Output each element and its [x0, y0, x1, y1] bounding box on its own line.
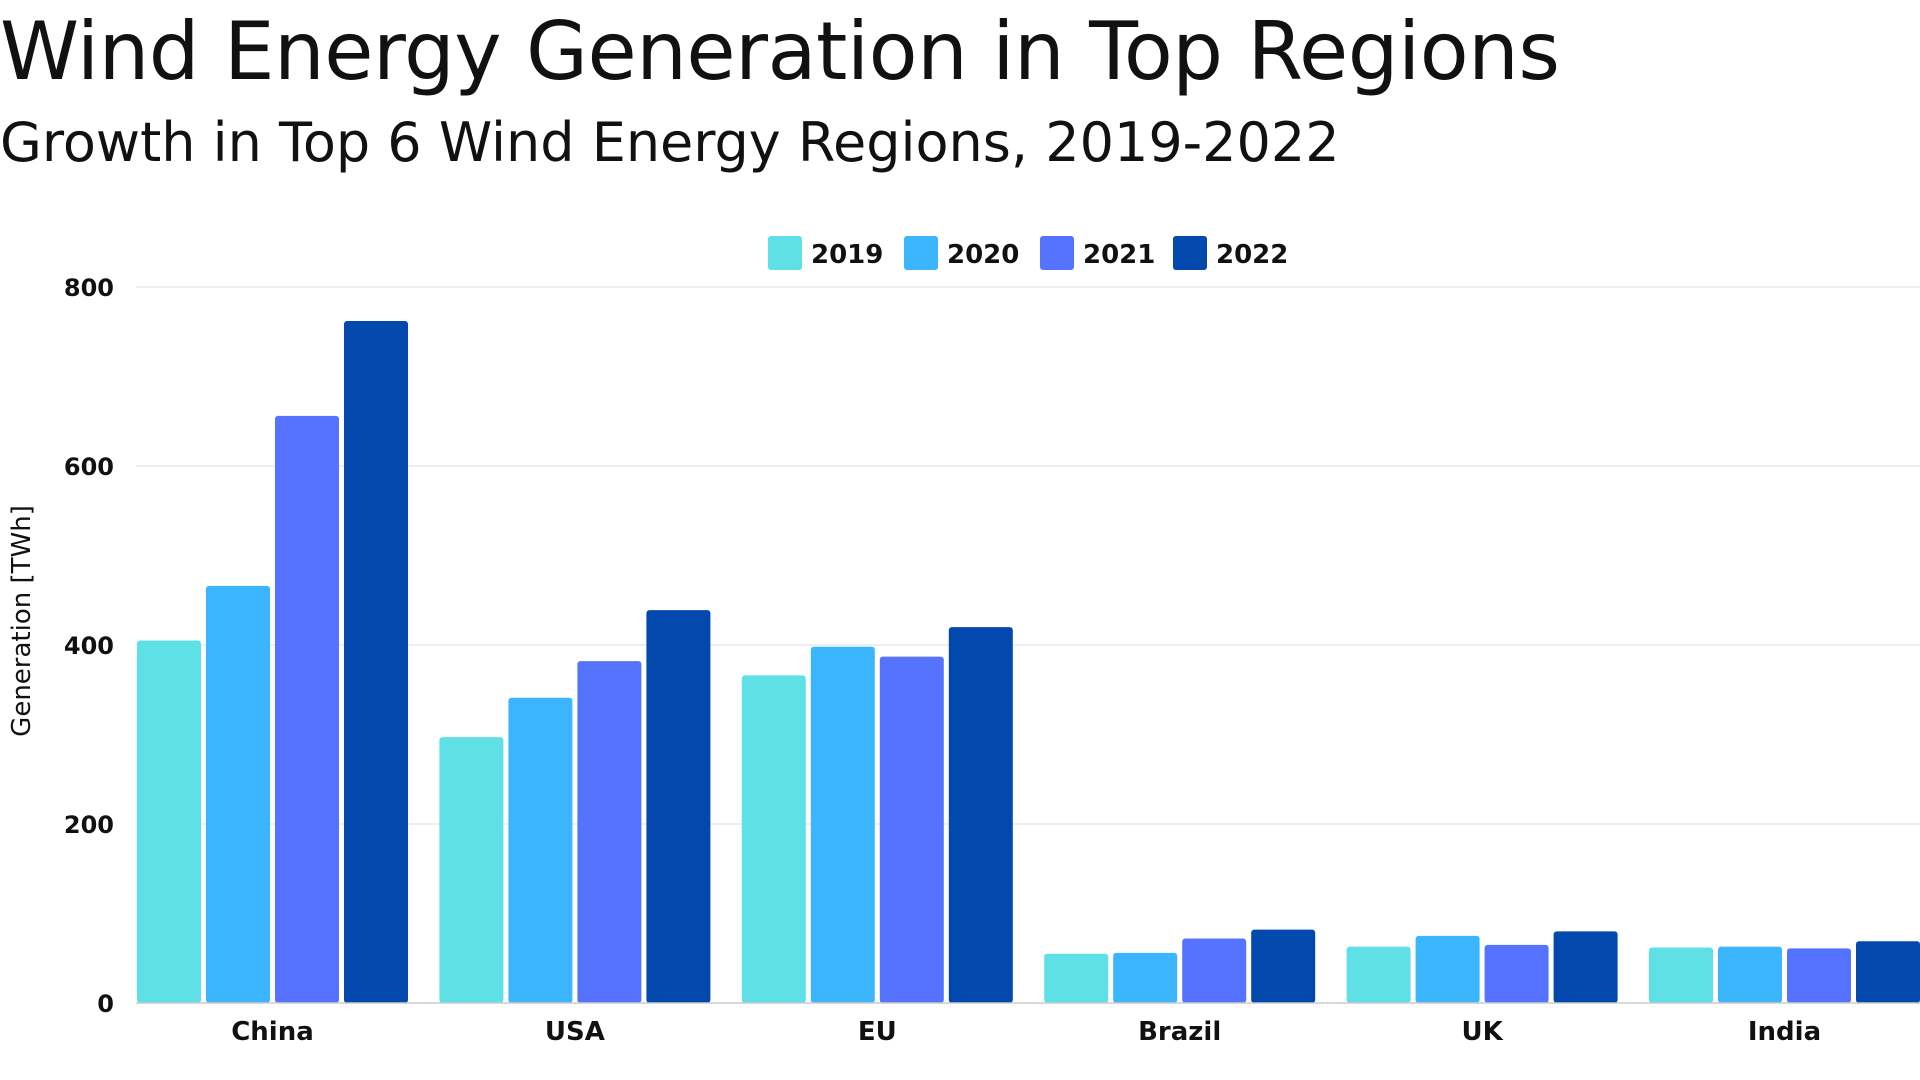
bar-uk-2019	[1346, 946, 1411, 1003]
axes: 0 200 400 600 800 China USA EU Brazil UK India Gene…	[7, 274, 1920, 1047]
y-axis-title: Generation [TWh]	[7, 505, 37, 737]
legend-swatch-2021	[1040, 236, 1074, 270]
x-tick-label-brazil: Brazil	[1138, 1017, 1221, 1047]
bar-usa-2020	[508, 697, 573, 1003]
bar-india-2021	[1787, 948, 1851, 1003]
y-tick-label-400: 400	[64, 632, 114, 660]
legend-label-2020: 2020	[947, 240, 1019, 270]
bar-brazil-2020	[1113, 952, 1178, 1003]
bar-usa-2021	[577, 661, 642, 1003]
bar-uk-2020	[1415, 935, 1480, 1003]
x-tick-label-india: India	[1748, 1017, 1821, 1047]
x-tick-label-uk: UK	[1461, 1017, 1503, 1047]
chart-subtitle: Growth in Top 6 Wind Energy Regions, 201…	[0, 111, 1340, 174]
bars	[137, 321, 1920, 1003]
bar-uk-2022	[1553, 931, 1618, 1003]
bar-eu-2022	[948, 627, 1013, 1003]
legend-swatch-2022	[1173, 236, 1207, 270]
legend-label-2022: 2022	[1216, 240, 1288, 270]
bar-china-2022	[344, 321, 408, 1003]
bar-brazil-2019	[1044, 953, 1109, 1003]
bar-india-2022	[1856, 941, 1920, 1003]
bar-usa-2019	[439, 737, 504, 1003]
bar-china-2021	[275, 415, 339, 1003]
bar-india-2019	[1649, 947, 1713, 1003]
legend-swatch-2019	[768, 236, 802, 270]
y-tick-label-800: 800	[64, 274, 114, 302]
bar-china-2020	[206, 585, 270, 1003]
x-tick-label-eu: EU	[858, 1017, 897, 1047]
y-tick-label-0: 0	[97, 990, 114, 1018]
legend: 2019 2020 2021 2022	[768, 236, 1288, 270]
legend-label-2021: 2021	[1083, 240, 1155, 270]
bar-uk-2021	[1484, 944, 1549, 1003]
y-tick-label-600: 600	[64, 453, 114, 481]
bar-china-2019	[137, 640, 201, 1003]
x-tick-label-usa: USA	[545, 1017, 605, 1047]
bar-eu-2021	[879, 656, 944, 1003]
bar-usa-2022	[646, 610, 711, 1003]
legend-swatch-2020	[904, 236, 938, 270]
bar-india-2020	[1718, 946, 1782, 1003]
chart-title: Wind Energy Generation in Top Regions	[0, 5, 1560, 98]
y-tick-label-200: 200	[64, 811, 114, 839]
x-tick-label-china: China	[231, 1017, 314, 1047]
bar-brazil-2021	[1182, 938, 1247, 1003]
legend-label-2019: 2019	[811, 240, 883, 270]
bar-brazil-2022	[1251, 929, 1316, 1003]
gridlines	[136, 286, 1920, 825]
bar-eu-2019	[741, 675, 806, 1003]
bar-eu-2020	[810, 646, 875, 1003]
